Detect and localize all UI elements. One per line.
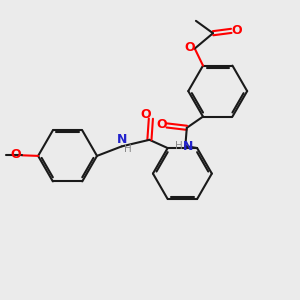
Text: O: O [184, 41, 195, 54]
Text: H: H [175, 141, 183, 151]
Text: N: N [182, 140, 193, 153]
Text: O: O [10, 148, 21, 161]
Text: H: H [124, 144, 131, 154]
Text: O: O [140, 108, 151, 121]
Text: O: O [156, 118, 167, 131]
Text: N: N [116, 134, 127, 146]
Text: O: O [231, 24, 242, 37]
